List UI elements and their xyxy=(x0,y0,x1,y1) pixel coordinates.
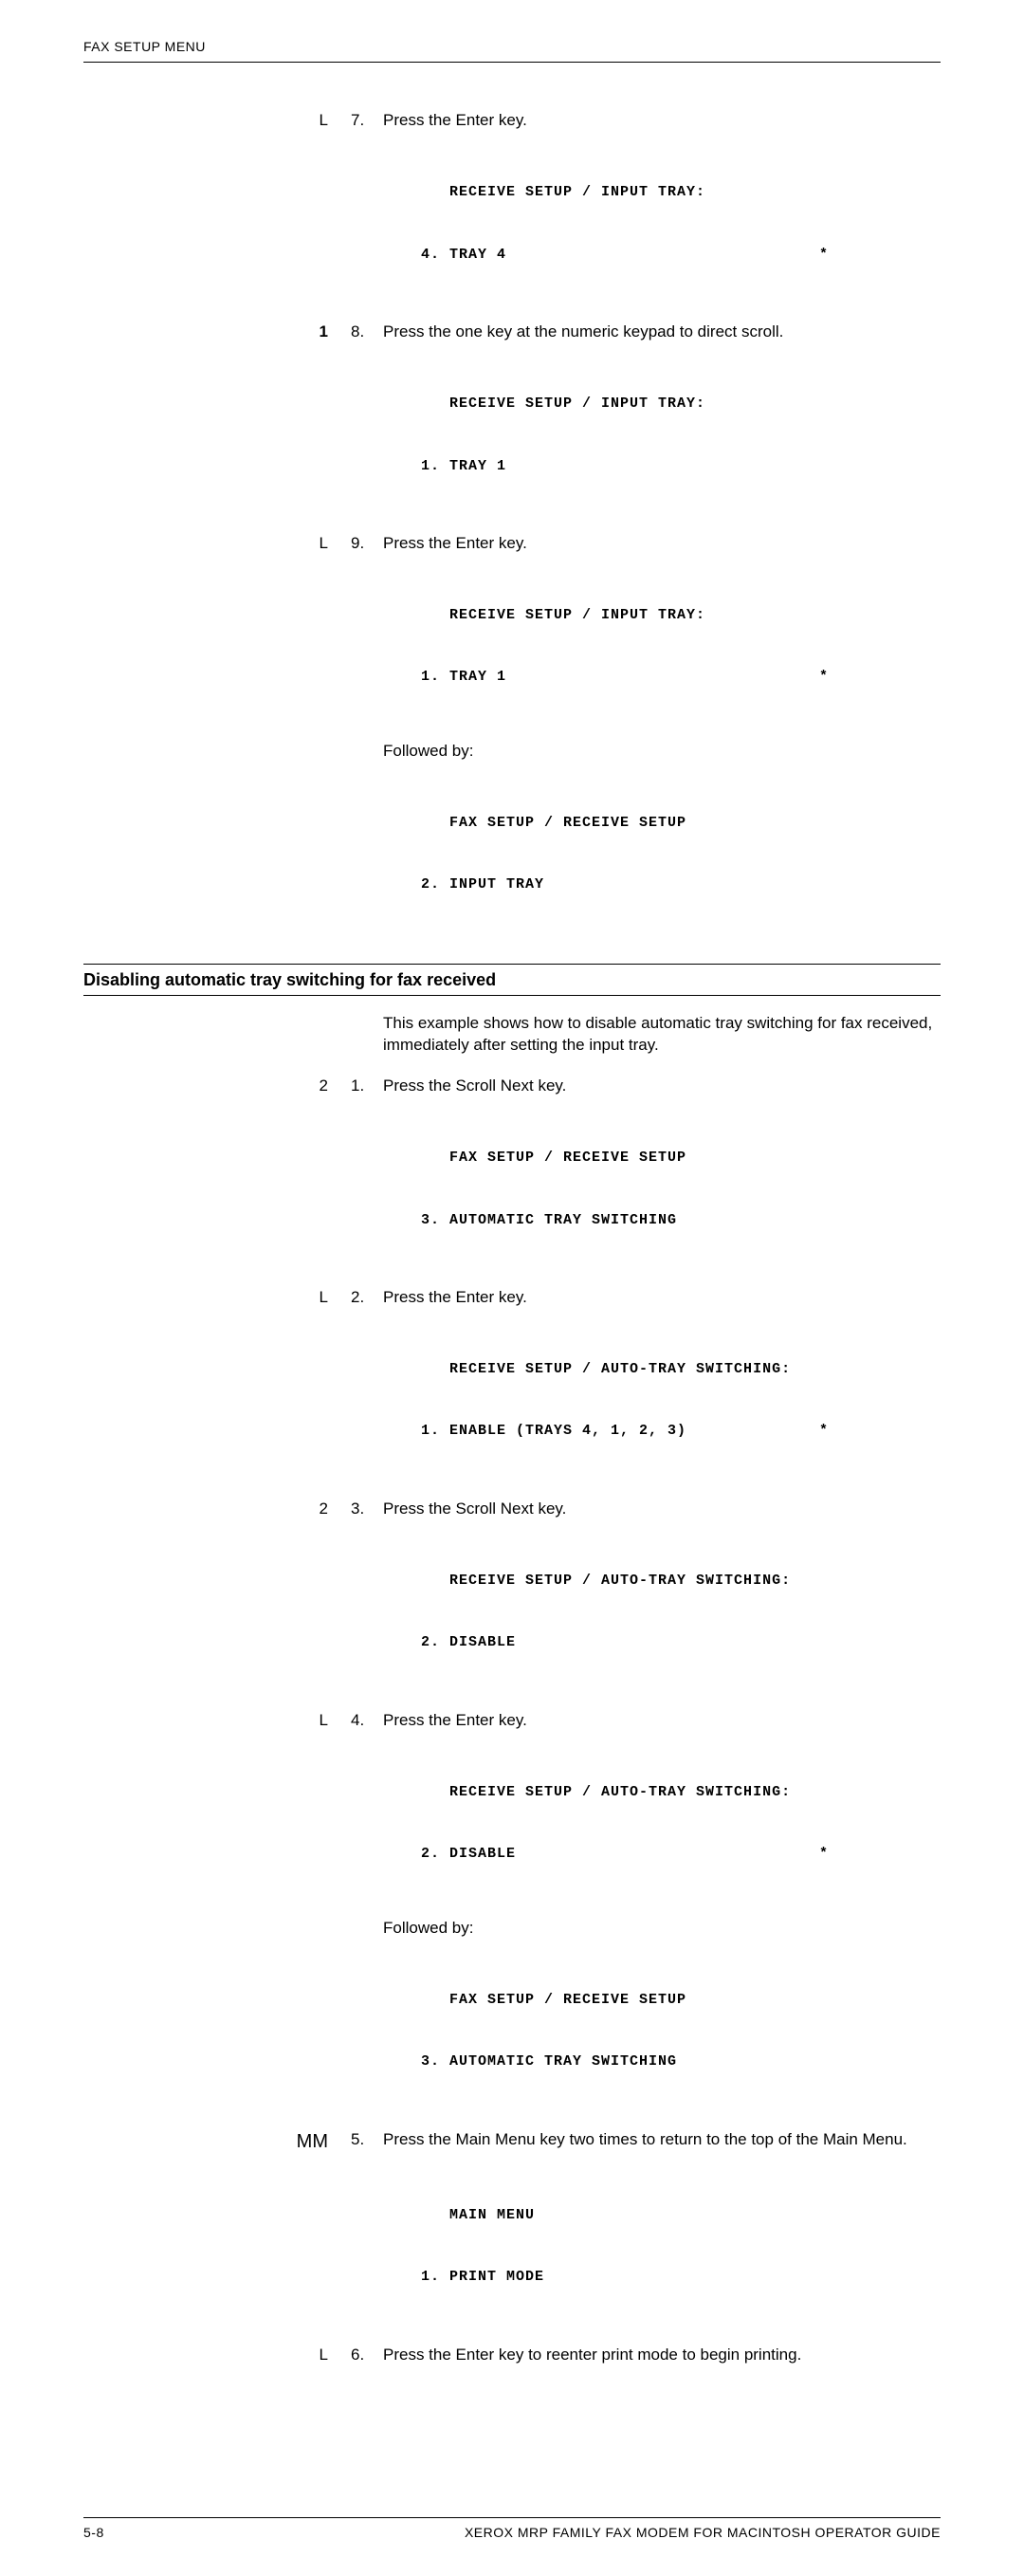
display-output: FAX SETUP / RECEIVE SETUP 2. INPUT TRAY xyxy=(421,772,941,937)
display-output: RECEIVE SETUP / INPUT TRAY: 1. TRAY 1 xyxy=(421,353,941,518)
step-row: L 4. Press the Enter key. xyxy=(83,1710,941,1732)
display-output: RECEIVE SETUP / INPUT TRAY: 4. TRAY 4* xyxy=(421,141,941,306)
step-text: Press the Enter key. xyxy=(383,1710,941,1732)
key-indicator: 2 xyxy=(83,1499,351,1520)
section2: 2 1. Press the Scroll Next key. FAX SETU… xyxy=(83,1076,941,2366)
step-text: Press the Scroll Next key. xyxy=(383,1076,941,1097)
section-intro: This example shows how to disable automa… xyxy=(383,1013,941,1057)
step-number: 3. xyxy=(351,1499,383,1520)
step-number: 9. xyxy=(351,533,383,555)
page-footer: 5-8 XEROX MRP FAMILY FAX MODEM FOR MACIN… xyxy=(83,2517,941,2542)
step-number: 4. xyxy=(351,1710,383,1732)
footer-page-number: 5-8 xyxy=(83,2524,104,2542)
step-row: L 9. Press the Enter key. xyxy=(83,533,941,555)
display-output: FAX SETUP / RECEIVE SETUP 3. AUTOMATIC T… xyxy=(421,1949,941,2114)
step-text: Press the Main Menu key two times to ret… xyxy=(383,2129,941,2151)
step-row: L 2. Press the Enter key. xyxy=(83,1287,941,1309)
key-indicator: L xyxy=(83,110,351,132)
step-text: Press the Enter key. xyxy=(383,110,941,132)
step-number: 8. xyxy=(351,322,383,343)
followed-by-label: Followed by: xyxy=(383,741,941,763)
step-row: 2 3. Press the Scroll Next key. xyxy=(83,1499,941,1520)
step-number: 2. xyxy=(351,1287,383,1309)
step-text: Press the one key at the numeric keypad … xyxy=(383,322,941,343)
step-number: 7. xyxy=(351,110,383,132)
step-text: Press the Scroll Next key. xyxy=(383,1499,941,1520)
key-indicator: MM xyxy=(83,2129,351,2155)
display-output: RECEIVE SETUP / AUTO-TRAY SWITCHING: 1. … xyxy=(421,1318,941,1483)
key-indicator: L xyxy=(83,1287,351,1309)
page-header: FAX SETUP MENU xyxy=(83,38,941,63)
step-row: L 6. Press the Enter key to reenter prin… xyxy=(83,2345,941,2366)
section-heading: Disabling automatic tray switching for f… xyxy=(83,964,941,996)
step-text: Press the Enter key. xyxy=(383,533,941,555)
step-text: Press the Enter key to reenter print mod… xyxy=(383,2345,941,2366)
key-indicator: 2 xyxy=(83,1076,351,1097)
step-number: 5. xyxy=(351,2129,383,2151)
step-row: 1 8. Press the one key at the numeric ke… xyxy=(83,322,941,343)
section1: L 7. Press the Enter key. RECEIVE SETUP … xyxy=(83,110,941,937)
step-row: L 7. Press the Enter key. xyxy=(83,110,941,132)
step-number: 1. xyxy=(351,1076,383,1097)
header-title: FAX SETUP MENU xyxy=(83,39,206,54)
key-indicator: L xyxy=(83,533,351,555)
key-indicator: L xyxy=(83,1710,351,1732)
display-output: RECEIVE SETUP / INPUT TRAY: 1. TRAY 1* xyxy=(421,564,941,729)
key-indicator: L xyxy=(83,2345,351,2366)
step-row: MM 5. Press the Main Menu key two times … xyxy=(83,2129,941,2155)
display-output: FAX SETUP / RECEIVE SETUP 3. AUTOMATIC T… xyxy=(421,1107,941,1272)
footer-title: XEROX MRP FAMILY FAX MODEM FOR MACINTOSH… xyxy=(465,2524,941,2542)
followed-by-label: Followed by: xyxy=(383,1918,941,1940)
key-indicator: 1 xyxy=(83,322,351,343)
step-text: Press the Enter key. xyxy=(383,1287,941,1309)
step-row: 2 1. Press the Scroll Next key. xyxy=(83,1076,941,1097)
display-output: MAIN MENU 1. PRINT MODE xyxy=(421,2164,941,2329)
step-number: 6. xyxy=(351,2345,383,2366)
display-output: RECEIVE SETUP / AUTO-TRAY SWITCHING: 2. … xyxy=(421,1530,941,1695)
display-output: RECEIVE SETUP / AUTO-TRAY SWITCHING: 2. … xyxy=(421,1741,941,1906)
